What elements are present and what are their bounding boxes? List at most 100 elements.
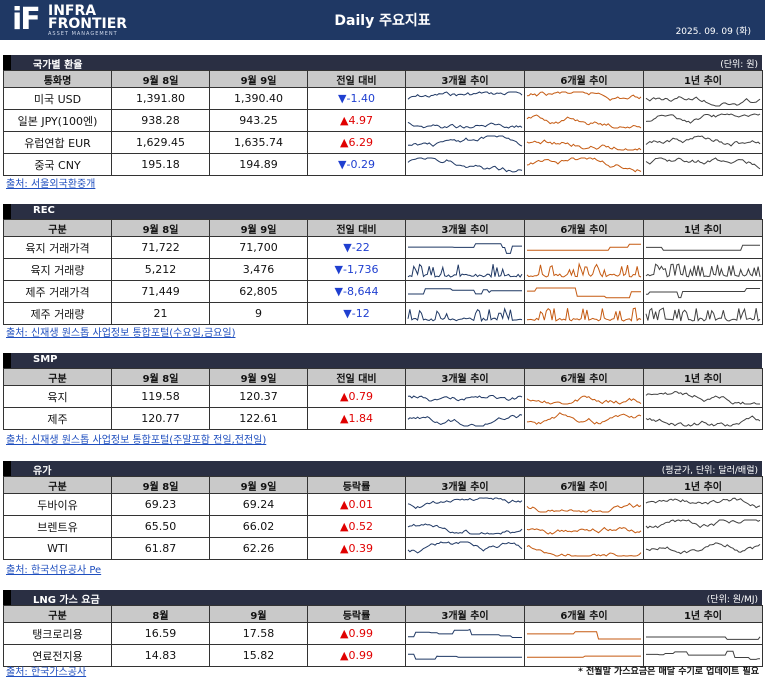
change-value: 4.97	[348, 114, 373, 127]
cell-prev: 21	[111, 302, 210, 325]
section-3: 유가 (평균가, 단위: 달러/배럴) 구분 9월 8일 9월 9일 등락률 3개월 추이 6…	[3, 461, 763, 560]
change-value: 1.84	[348, 412, 373, 425]
source-link[interactable]: 출처: 신재생 원스톱 사업정보 통합포털(수요일,금요일)	[6, 328, 236, 339]
sparkline-chart	[407, 653, 523, 660]
column-header: 3개월 추이	[405, 605, 525, 623]
sparkline-chart	[526, 287, 642, 298]
cell-name: 제주	[3, 407, 112, 430]
sparkline-1y	[643, 493, 763, 516]
sparkline-chart	[407, 306, 523, 322]
section-stripe	[3, 55, 11, 70]
table-row: 육지 거래량 5,212 3,476 ▼-1,736	[3, 258, 763, 281]
sparkline-6m	[524, 407, 644, 430]
sparkline-line	[645, 156, 761, 169]
source-link[interactable]: 출처: 한국가스공사	[6, 667, 87, 678]
column-header: 3개월 추이	[405, 368, 525, 386]
table-row: 연료전지용 14.83 15.82 ▲0.99	[3, 644, 763, 667]
sparkline-line	[526, 395, 642, 405]
table-row: 육지 거래가격 71,722 71,700 ▼-22	[3, 236, 763, 259]
header-row: 구분 9월 8일 9월 9일 등락률 3개월 추이 6개월 추이 1년 추이	[3, 476, 763, 494]
cell-prev: 1,391.80	[111, 87, 210, 110]
sparkline-line	[645, 650, 761, 660]
sparkline-chart	[526, 243, 642, 251]
update-note: * 전월말 가스요금은 매달 수기로 업데이트 필요	[578, 667, 759, 677]
source-link[interactable]: 출처: 한국석유공사 Pe	[6, 565, 102, 576]
sparkline-chart	[407, 394, 523, 402]
sparkline-chart	[526, 306, 642, 322]
column-header: 6개월 추이	[524, 476, 644, 494]
cell-name: 일본 JPY(100엔)	[3, 109, 112, 132]
sparkline-chart	[407, 628, 523, 638]
sparkline-1y	[643, 515, 763, 538]
section-stripe	[3, 353, 11, 368]
sparkline-3m	[405, 258, 525, 281]
source-link[interactable]: 출처: 신재생 원스톱 사업정보 통합포털(주말포함 전일,전전일)	[6, 435, 267, 446]
cell-change: ▼-22	[307, 236, 406, 259]
triangle-up-icon: ▲	[340, 114, 349, 127]
column-header: 전일 대비	[307, 219, 406, 237]
indicator-table: 구분 9월 8일 9월 9일 전일 대비 3개월 추이 6개월 추이 1년 추이 육지 거래가…	[3, 219, 763, 325]
column-header: 9월 9일	[209, 219, 308, 237]
sparkline-chart	[407, 135, 523, 147]
sparkline-1y	[643, 109, 763, 132]
sparkline-line	[407, 653, 523, 660]
sparkline-chart	[526, 90, 642, 101]
cell-change: ▲0.79	[307, 385, 406, 408]
change-value: 0.52	[348, 520, 373, 533]
column-header: 구분	[3, 219, 112, 237]
sparkline-chart	[645, 650, 761, 660]
column-header: 9월 8일	[111, 476, 210, 494]
sparkline-chart	[407, 413, 523, 426]
cell-name: 탱크로리용	[3, 622, 112, 645]
cell-prev: 71,449	[111, 280, 210, 303]
table-row: WTI 61.87 62.26 ▲0.39	[3, 537, 763, 560]
sparkline-chart	[645, 497, 761, 508]
sparkline-chart	[645, 541, 761, 554]
change-value: -22	[351, 241, 370, 254]
change-value: -8,644	[343, 285, 379, 298]
source-link[interactable]: 출처: 서울외국환중개	[6, 179, 96, 190]
column-header: 8월	[111, 605, 210, 623]
sparkline-line	[407, 394, 523, 402]
sparkline-chart	[526, 138, 642, 151]
sparkline-chart	[645, 287, 761, 298]
cell-name: 육지	[3, 385, 112, 408]
column-header: 통화명	[3, 70, 112, 88]
column-header: 1년 추이	[643, 605, 763, 623]
sparkline-chart	[407, 262, 523, 278]
cell-name: 중국 CNY	[3, 153, 112, 176]
cell-name: 제주 거래량	[3, 302, 112, 325]
sparkline-chart	[407, 540, 523, 554]
sparkline-line	[526, 306, 642, 322]
cell-curr: 120.37	[209, 385, 308, 408]
cell-curr: 3,476	[209, 258, 308, 281]
sparkline-6m	[524, 236, 644, 259]
triangle-down-icon: ▼	[338, 158, 347, 171]
table-row: 브렌트유 65.50 66.02 ▲0.52	[3, 515, 763, 538]
sparkline-line	[407, 121, 523, 129]
section-header: 유가 (평균가, 단위: 달러/배럴)	[3, 461, 762, 477]
sparkline-6m	[524, 109, 644, 132]
logo-mark: iF	[12, 2, 41, 37]
sparkline-line	[526, 411, 642, 425]
cell-prev: 16.59	[111, 622, 210, 645]
sparkline-3m	[405, 515, 525, 538]
sparkline-1y	[643, 280, 763, 303]
column-header: 1년 추이	[643, 476, 763, 494]
logo-text: INFRA FRONTIER	[48, 4, 127, 31]
cell-curr: 9	[209, 302, 308, 325]
sparkline-line	[407, 90, 523, 100]
logo-subtitle: ASSET MANAGEMENT	[48, 31, 118, 37]
cell-change: ▲0.52	[307, 515, 406, 538]
triangle-down-icon: ▼	[343, 307, 352, 320]
sparkline-line	[526, 630, 642, 639]
change-value: -1.40	[346, 92, 375, 105]
cell-change: ▲6.29	[307, 131, 406, 154]
report-date: 2025. 09. 09 (화)	[675, 27, 751, 37]
section-title: REC	[33, 205, 55, 216]
section-2: SMP 구분 9월 8일 9월 9일 전일 대비 3개월 추이 6개월 추이 1년 추이 육지 1…	[3, 353, 763, 430]
column-header: 3개월 추이	[405, 70, 525, 88]
cell-prev: 69.23	[111, 493, 210, 516]
section-stripe	[3, 590, 11, 605]
cell-change: ▲1.84	[307, 407, 406, 430]
